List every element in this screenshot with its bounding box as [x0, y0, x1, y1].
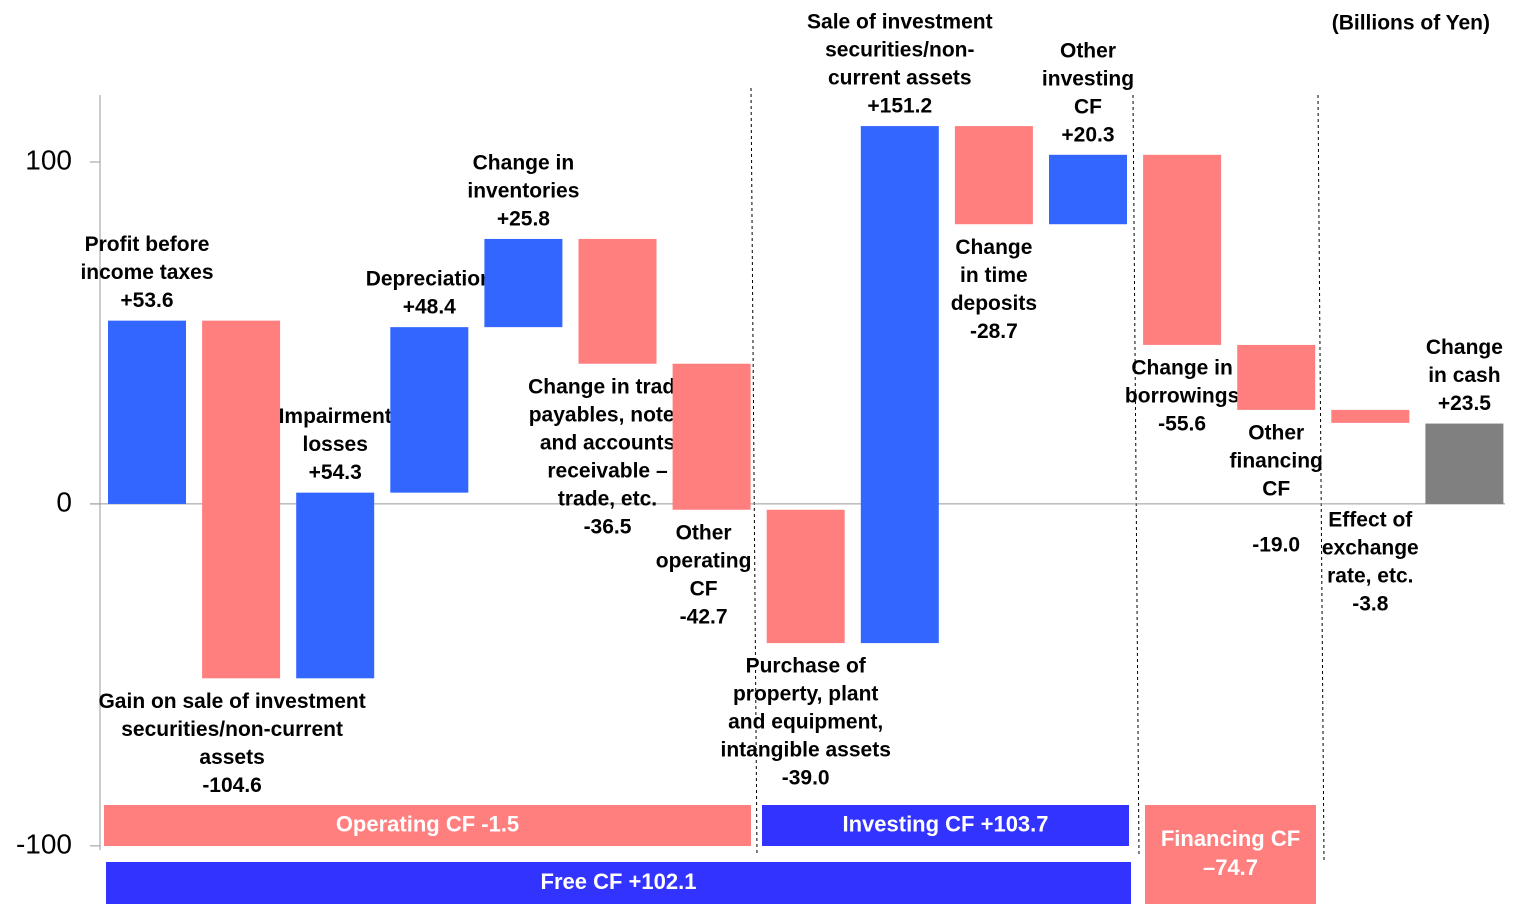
- bar: [1049, 154, 1127, 225]
- bar: [484, 238, 563, 328]
- value-label: -104.6: [202, 774, 262, 797]
- unit-label: (Billions of Yen): [1332, 12, 1490, 35]
- y-tick-label: 0: [56, 486, 72, 517]
- category-label: Change in: [473, 151, 575, 174]
- bar: [1143, 154, 1222, 345]
- value-label: -28.7: [970, 320, 1018, 343]
- category-label: Change in: [1131, 356, 1233, 379]
- category-label: property, plant: [733, 683, 878, 706]
- category-label: Depreciation: [366, 268, 493, 291]
- group-bar: [104, 805, 751, 846]
- group-label: –74.7: [1203, 855, 1258, 880]
- value-label: -55.6: [1158, 412, 1206, 435]
- category-label: income taxes: [80, 261, 213, 284]
- bar: [1237, 344, 1316, 410]
- category-label: exchange: [1322, 536, 1419, 559]
- bar: [108, 320, 186, 504]
- category-label: losses: [303, 433, 368, 456]
- category-label: Other: [1060, 39, 1116, 62]
- category-label: Profit before: [85, 233, 210, 256]
- value-label: +25.8: [497, 207, 550, 230]
- bar: [860, 126, 939, 644]
- category-label: financing: [1230, 449, 1323, 472]
- category-label: securities/non-: [825, 39, 974, 62]
- category-label: Change in trade: [528, 375, 687, 398]
- category-label: CF: [690, 577, 718, 600]
- group-bar: [762, 805, 1129, 846]
- category-label: investing: [1042, 67, 1134, 90]
- category-label: Change: [1426, 336, 1503, 359]
- category-label: securities/non-current: [121, 718, 343, 741]
- category-label: deposits: [951, 292, 1037, 315]
- bar: [390, 327, 469, 493]
- category-label: borrowings: [1125, 384, 1239, 407]
- category-label: Gain on sale of investment: [98, 690, 365, 713]
- category-label: and equipment,: [728, 711, 883, 734]
- category-label: Sale of investment: [807, 11, 993, 34]
- category-label: in cash: [1428, 364, 1500, 387]
- group-label: Free CF +102.1: [541, 869, 697, 894]
- divider: [1132, 94, 1140, 857]
- divider: [1317, 94, 1325, 861]
- category-label: Effect of: [1328, 508, 1413, 531]
- category-label: current assets: [828, 67, 972, 90]
- value-label: -42.7: [680, 605, 728, 628]
- category-label: CF: [1074, 95, 1102, 118]
- y-tick-label: 100: [25, 144, 72, 175]
- category-label: Impairment: [279, 405, 392, 428]
- category-label: Other: [1248, 421, 1304, 444]
- group-label: Financing CF: [1161, 826, 1300, 851]
- bar: [766, 509, 845, 644]
- value-label: +53.6: [120, 289, 173, 312]
- value-label: -36.5: [584, 515, 632, 538]
- bar: [1425, 423, 1504, 504]
- category-label: in time: [960, 264, 1028, 287]
- category-label: payables, notes: [529, 403, 687, 426]
- bar: [954, 126, 1033, 225]
- value-label: +54.3: [309, 461, 362, 484]
- category-label: assets: [199, 746, 264, 769]
- value-label: -39.0: [782, 767, 830, 790]
- y-tick-label: -100: [16, 828, 72, 859]
- value-label: +20.3: [1061, 123, 1114, 146]
- category-label: Change: [955, 236, 1032, 259]
- category-label: rate, etc.: [1327, 564, 1413, 587]
- category-label: receivable –: [547, 459, 668, 482]
- bar: [672, 363, 751, 510]
- category-label: trade, etc.: [558, 487, 657, 510]
- group-label: Investing CF +103.7: [842, 811, 1048, 836]
- value-label: +48.4: [403, 296, 456, 319]
- divider: [750, 87, 758, 857]
- bar: [202, 320, 281, 679]
- category-label: intangible assets: [721, 739, 891, 762]
- bar: [1331, 409, 1410, 423]
- value-label: +23.5: [1438, 392, 1491, 415]
- group-bar: [1145, 805, 1316, 904]
- value-label: -3.8: [1352, 592, 1389, 615]
- group-bar: [106, 862, 1131, 904]
- bar: [578, 238, 657, 364]
- value-label: -19.0: [1252, 533, 1300, 556]
- value-label: +151.2: [867, 95, 932, 118]
- category-label: CF: [1262, 477, 1290, 500]
- bar: [296, 492, 375, 679]
- group-label: Operating CF -1.5: [336, 811, 519, 836]
- category-label: operating: [656, 549, 752, 572]
- category-label: Purchase of: [746, 655, 867, 678]
- category-label: inventories: [467, 179, 579, 202]
- category-label: and accounts: [540, 431, 675, 454]
- category-label: Other: [676, 521, 732, 544]
